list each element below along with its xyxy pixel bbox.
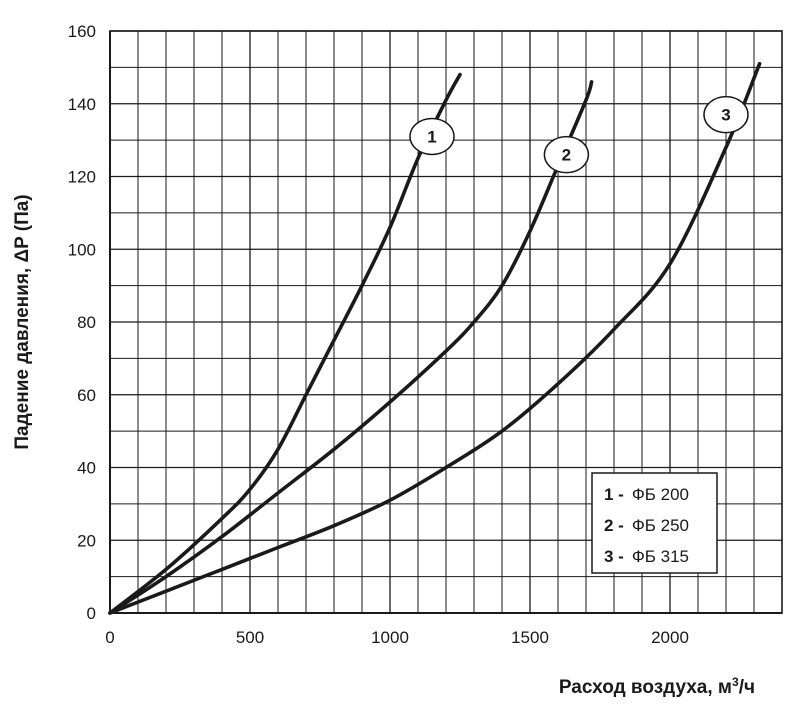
legend-box [591, 472, 718, 574]
curve-labels: 1 2 3 [409, 95, 749, 174]
x-axis-title-part: Расход воздуха, м [559, 677, 732, 698]
y-tick-label: 140 [68, 95, 96, 114]
legend-entry-number: 3 - [604, 547, 624, 566]
y-tick-label: 20 [77, 531, 96, 550]
series-line-3 [108, 61, 762, 615]
curve-label-circle [703, 95, 749, 134]
y-tick-label: 120 [68, 168, 96, 187]
x-axis-title-part: /ч [739, 677, 755, 698]
curve-label-1: 1 [409, 117, 455, 156]
legend-entry-name: ФБ 250 [632, 516, 689, 535]
curve-label-circle [543, 135, 590, 174]
tick-labels: 0 500 1000 1500 2000 0 20 40 60 80 100 120 140 160 [68, 22, 689, 647]
curve-label-2: 2 [543, 135, 590, 174]
curve-label-text: 2 [562, 146, 571, 165]
legend-entry-number: 1 - [604, 485, 624, 504]
x-tick-label: 0 [105, 628, 114, 647]
plot-frame [109, 30, 783, 614]
x-axis-title-sup: 3 [732, 675, 739, 689]
x-tick-label: 500 [236, 628, 264, 647]
x-tick-label: 1000 [371, 628, 409, 647]
legend-entry-number: 2 - [604, 516, 624, 535]
curve-label-text: 1 [427, 127, 436, 146]
y-tick-label: 160 [68, 22, 96, 41]
x-tick-label: 1500 [511, 628, 549, 647]
series-line-2 [108, 80, 594, 615]
x-tick-label: 2000 [651, 628, 689, 647]
series-line-1 [108, 72, 462, 615]
legend-entry-name: ФБ 200 [632, 485, 689, 504]
curve-label-circle [409, 117, 455, 156]
legend-entry-3: 3 - ФБ 315 [604, 547, 689, 566]
y-axis-title: Падение давления, ΔP (Па) [12, 194, 33, 449]
y-tick-label: 60 [77, 386, 96, 405]
legend-entry-name: ФБ 315 [632, 547, 689, 566]
legend-entry-1: 1 - ФБ 200 [604, 485, 689, 504]
curve-label-3: 3 [703, 95, 749, 134]
x-axis-title: Расход воздуха, м3/ч [559, 675, 755, 698]
y-tick-label: 100 [68, 240, 96, 259]
y-tick-label: 40 [77, 459, 96, 478]
legend: 1 - ФБ 200 2 - ФБ 250 3 - ФБ 315 [591, 472, 718, 574]
y-tick-label: 80 [77, 313, 96, 332]
legend-entry-2: 2 - ФБ 250 [604, 516, 689, 535]
y-tick-label: 0 [87, 604, 96, 623]
curve-label-text: 3 [721, 106, 730, 125]
